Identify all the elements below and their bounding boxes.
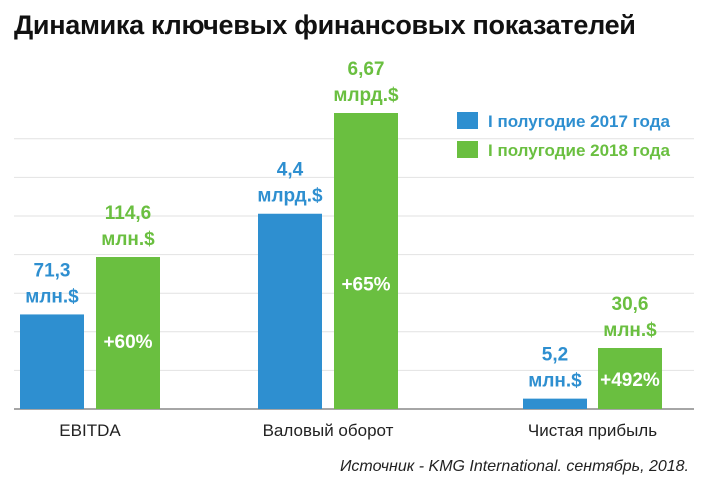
bar-2018	[334, 113, 398, 409]
bar-2017	[258, 213, 322, 409]
category-label: EBITDA	[59, 421, 121, 440]
bar-2018	[96, 257, 160, 409]
source-note: Источник - KMG International. сентябрь, …	[339, 458, 689, 475]
category-label: Чистая прибыль	[528, 421, 657, 440]
data-label-2018: 114,6	[105, 203, 152, 224]
change-label: +65%	[341, 275, 390, 296]
category-label: Валовый оборот	[263, 421, 394, 440]
data-label-unit-2017: млн.$	[25, 286, 79, 307]
legend-label: I полугодие 2017 года	[488, 112, 670, 131]
data-label-2017: 71,3	[34, 260, 71, 281]
bar-2017	[523, 398, 587, 409]
data-label-unit-2017: млн.$	[528, 371, 582, 392]
data-label-2017: 4,4	[277, 160, 304, 181]
data-label-2017: 5,2	[542, 345, 568, 366]
legend-swatch	[457, 141, 478, 158]
data-label-2018: 30,6	[612, 294, 649, 315]
data-label-unit-2018: млн.$	[101, 229, 155, 250]
data-label-unit-2018: млн.$	[603, 320, 657, 341]
chart-title: Динамика ключевых финансовых показателей	[14, 10, 636, 40]
data-label-unit-2018: млрд.$	[333, 85, 399, 106]
data-label-2018: 6,67	[348, 59, 385, 80]
legend-label: I полугодие 2018 года	[488, 141, 670, 160]
change-label: +492%	[600, 370, 660, 391]
bar-2018	[598, 348, 662, 409]
change-label: +60%	[103, 332, 152, 353]
legend-swatch	[457, 112, 478, 129]
data-label-unit-2017: млрд.$	[257, 186, 323, 207]
bar-2017	[20, 314, 84, 409]
